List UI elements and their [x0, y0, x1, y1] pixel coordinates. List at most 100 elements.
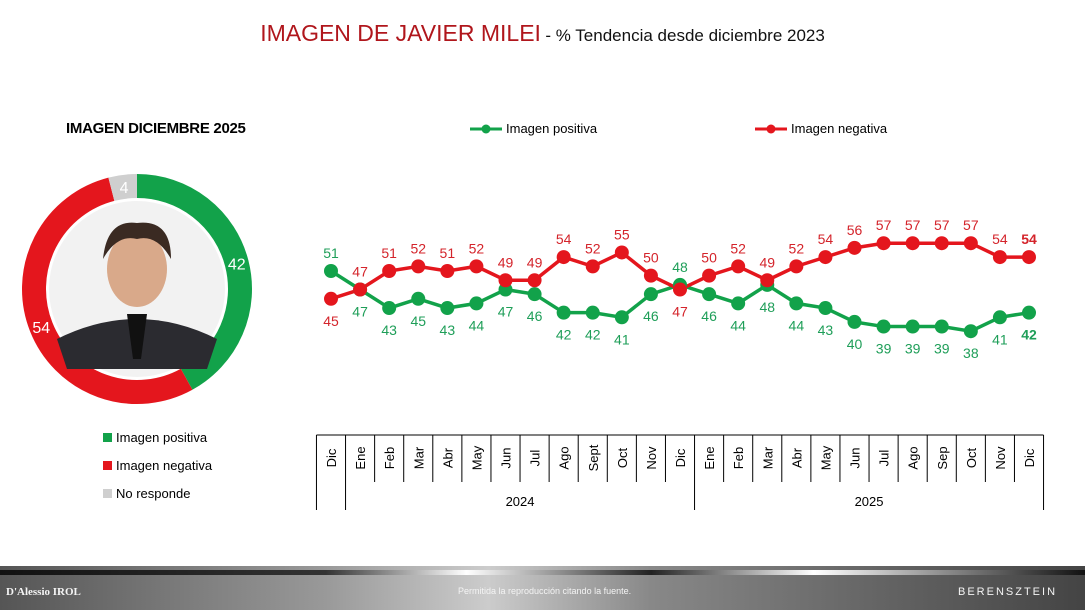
data-point — [963, 324, 978, 339]
data-point — [992, 310, 1007, 325]
data-label: 44 — [789, 317, 805, 333]
donut-label: 42 — [228, 256, 246, 273]
data-label: 57 — [934, 217, 950, 233]
data-point — [469, 259, 484, 274]
data-label: 57 — [876, 217, 892, 233]
donut-slice — [22, 177, 193, 404]
month-label: Oct — [964, 448, 979, 469]
data-label: 44 — [730, 317, 746, 333]
month-label: Jun — [499, 448, 514, 469]
data-label: 42 — [1021, 327, 1037, 343]
month-label: Ene — [353, 446, 368, 469]
legend-negative: Imagen negativa — [755, 121, 887, 136]
data-label: 52 — [789, 240, 805, 256]
donut-legend-no-response: No responde — [103, 486, 190, 501]
data-label: 40 — [847, 336, 863, 352]
donut-label: 4 — [120, 180, 129, 197]
data-label: 47 — [352, 264, 368, 280]
legend-positive: Imagen positiva — [470, 121, 597, 136]
data-point — [731, 259, 746, 274]
month-label: May — [469, 445, 484, 470]
data-point — [876, 319, 891, 334]
data-label: 47 — [672, 304, 688, 320]
month-label: Feb — [382, 447, 397, 469]
data-label: 45 — [323, 313, 339, 329]
data-point — [614, 310, 629, 325]
data-label: 48 — [672, 259, 688, 275]
month-label: Ago — [557, 446, 572, 469]
data-point — [469, 296, 484, 311]
footer-note: Permitida la reproducción citando la fue… — [458, 586, 632, 596]
data-label: 55 — [614, 226, 630, 242]
data-label: 51 — [440, 245, 456, 261]
data-label: 41 — [614, 331, 630, 347]
month-label: Feb — [731, 447, 746, 469]
data-label: 57 — [905, 217, 921, 233]
month-label: Mar — [760, 446, 775, 469]
month-label: Jun — [848, 448, 863, 469]
data-label: 54 — [556, 231, 572, 247]
month-label: Oct — [615, 448, 630, 469]
year-label: 2025 — [855, 494, 884, 509]
month-label: Abr — [789, 447, 804, 468]
month-label: Ago — [906, 446, 921, 469]
data-label: 50 — [701, 250, 717, 266]
data-label: 46 — [527, 308, 543, 324]
data-point — [556, 250, 571, 265]
data-point — [905, 236, 920, 251]
data-label: 52 — [585, 240, 601, 256]
data-point — [992, 250, 1007, 265]
data-label: 54 — [1021, 231, 1037, 247]
data-point — [847, 314, 862, 329]
data-point — [585, 259, 600, 274]
data-point — [382, 301, 397, 316]
data-point — [324, 264, 338, 278]
data-label: 54 — [818, 231, 834, 247]
data-point — [643, 287, 658, 302]
month-label: Ene — [702, 446, 717, 469]
data-label: 43 — [818, 322, 834, 338]
data-point — [731, 296, 746, 311]
data-point — [702, 268, 717, 283]
data-point — [585, 305, 600, 320]
donut-legend-positive: Imagen positiva — [103, 430, 207, 445]
data-point — [382, 264, 397, 278]
data-label: 52 — [410, 240, 426, 256]
data-point — [760, 273, 775, 288]
month-label: Dic — [1022, 448, 1037, 467]
month-label: Abr — [440, 447, 455, 468]
donut-slice — [108, 174, 138, 201]
data-point — [411, 291, 426, 306]
data-point — [818, 301, 833, 316]
data-label: 49 — [527, 254, 543, 270]
data-point — [673, 282, 687, 297]
data-point — [702, 287, 717, 302]
data-label: 52 — [469, 240, 485, 256]
month-label: Dic — [673, 448, 688, 467]
data-label: 39 — [876, 341, 892, 357]
data-point — [353, 282, 368, 297]
data-label: 41 — [992, 331, 1008, 347]
data-point — [789, 259, 804, 274]
data-point — [963, 236, 978, 251]
data-label: 38 — [963, 345, 979, 361]
data-label: 54 — [992, 231, 1008, 247]
data-label: 57 — [963, 217, 979, 233]
data-label: 42 — [585, 327, 601, 343]
donut-label: 54 — [32, 320, 50, 337]
data-label: 46 — [701, 308, 717, 324]
data-label: 56 — [847, 222, 863, 238]
chart-canvas: 42 54 4 51 47 43 45 43 44 47 46 42 42 41 46 48 46 44 48 44 4… — [22, 174, 1045, 510]
dalessio-logo: D'Alessio IROL — [6, 586, 81, 598]
data-point — [876, 236, 891, 251]
donut-title: IMAGEN DICIEMBRE 2025 — [66, 120, 246, 137]
data-point — [1022, 305, 1036, 320]
month-label: Nov — [993, 446, 1008, 470]
data-point — [934, 319, 949, 334]
month-label: Sep — [935, 446, 950, 469]
data-label: 51 — [381, 245, 397, 261]
data-point — [818, 250, 833, 265]
year-label: 2024 — [506, 494, 535, 509]
data-label: 43 — [381, 322, 397, 338]
data-point — [905, 319, 920, 334]
